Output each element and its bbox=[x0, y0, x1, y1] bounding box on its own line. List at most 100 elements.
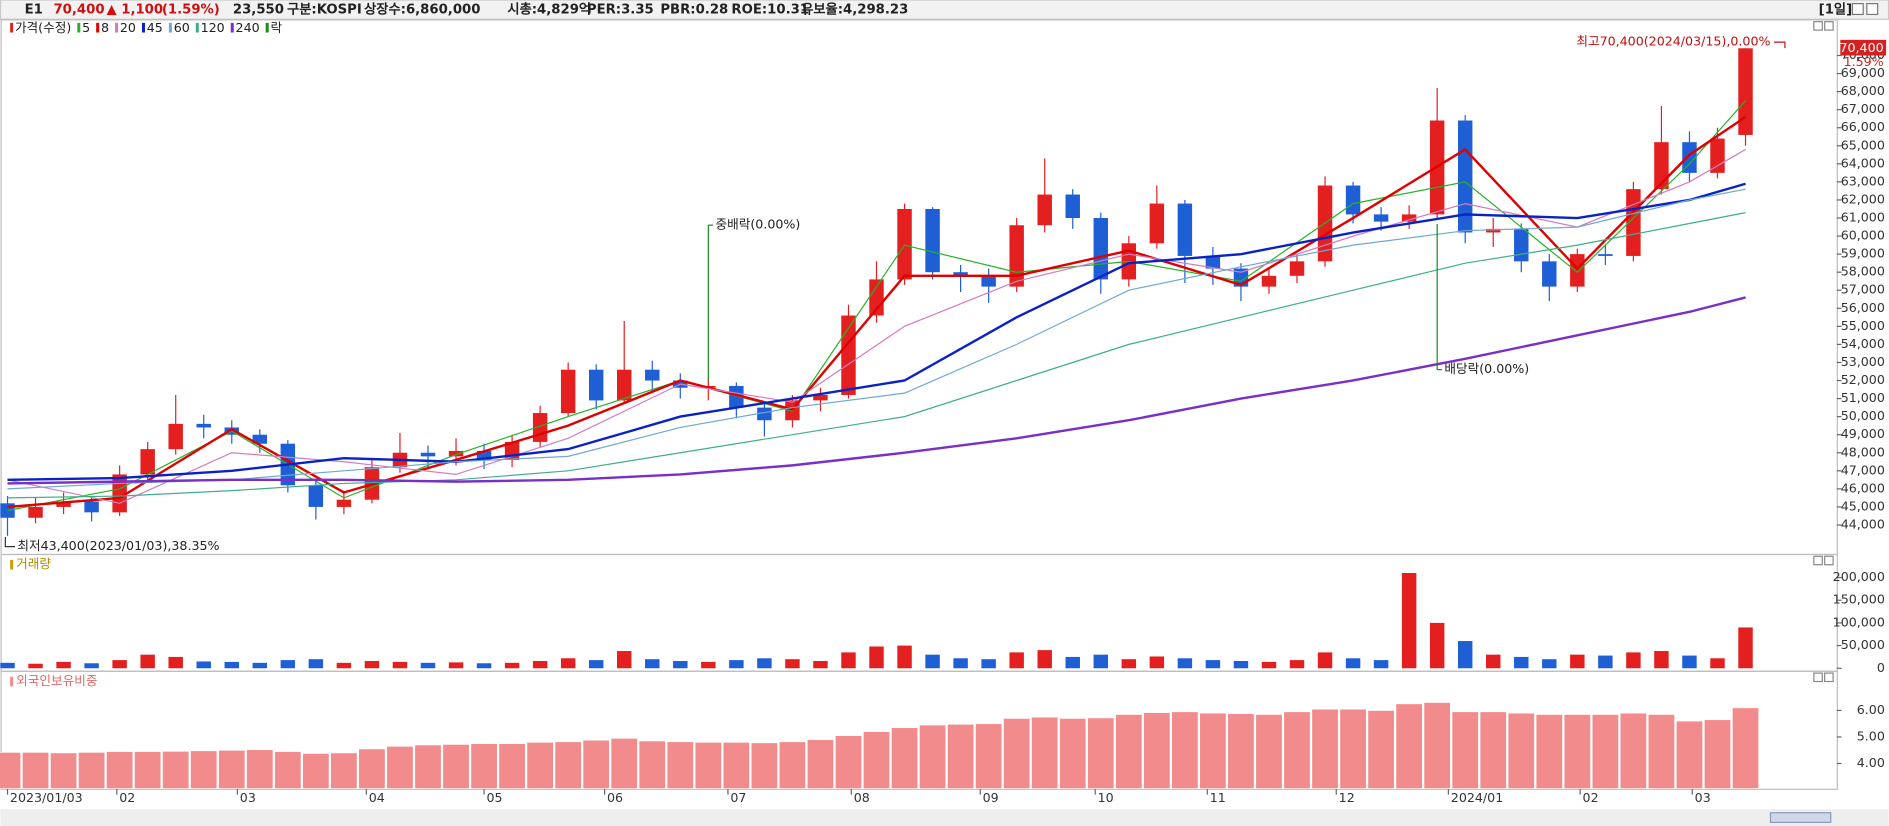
price-tag-change: 1.59% bbox=[1844, 54, 1884, 69]
event-label: 배당락(0.00%) bbox=[1444, 361, 1529, 376]
candle-body bbox=[140, 449, 155, 475]
foreign-bar bbox=[1171, 711, 1199, 790]
y-tick-label: 57,000 bbox=[1841, 282, 1885, 297]
foreign-bar bbox=[666, 741, 694, 790]
candle-body bbox=[168, 423, 183, 450]
y-tick-label: 48,000 bbox=[1841, 444, 1885, 459]
foreign-bar bbox=[470, 743, 498, 790]
y-tick-label: 51,000 bbox=[1841, 390, 1885, 405]
foreign-bar bbox=[1339, 708, 1367, 790]
volume-bar bbox=[1598, 655, 1613, 669]
y-tick-label: 61,000 bbox=[1841, 210, 1885, 225]
y-tick-label: 200,000 bbox=[1833, 569, 1885, 584]
foreign-bar bbox=[442, 744, 470, 790]
volume-bar bbox=[420, 662, 436, 669]
legend-swatch bbox=[168, 22, 172, 33]
legend-label: 락 bbox=[271, 20, 283, 35]
candle-body bbox=[1009, 225, 1024, 287]
volume-bar bbox=[1710, 658, 1725, 669]
x-tick-label: 07 bbox=[730, 790, 746, 805]
volume-bar bbox=[1177, 658, 1193, 669]
candle-body bbox=[729, 385, 744, 408]
moving-average-line bbox=[7, 148, 1746, 504]
volume-bar bbox=[1373, 660, 1389, 669]
low-arrow bbox=[4, 537, 15, 548]
volume-bar bbox=[1429, 622, 1445, 669]
candle-body bbox=[981, 275, 996, 287]
x-tick-label: 02 bbox=[119, 790, 135, 805]
minimize-button[interactable] bbox=[1851, 3, 1864, 16]
y-tick-label: 0 bbox=[1877, 660, 1885, 675]
volume-bar bbox=[897, 645, 912, 669]
volume-bar bbox=[1093, 654, 1109, 669]
pbr: PBR:0.28 bbox=[660, 3, 728, 18]
volume-bar bbox=[28, 663, 43, 669]
volume-bar bbox=[869, 646, 884, 669]
legend-swatch bbox=[230, 22, 234, 33]
candle-body bbox=[1345, 185, 1361, 215]
foreign-bar bbox=[862, 731, 891, 790]
foreign-bar bbox=[1563, 714, 1591, 790]
foreign-bar bbox=[1059, 718, 1087, 790]
foreign-bar bbox=[1479, 711, 1507, 790]
y-tick-label: 55,000 bbox=[1841, 318, 1885, 333]
high-arrow bbox=[1774, 41, 1786, 49]
volume-bar bbox=[1626, 652, 1641, 669]
candle-body bbox=[1486, 228, 1501, 233]
volume-bar bbox=[224, 661, 239, 669]
scroll-thumb[interactable] bbox=[1769, 812, 1832, 823]
candle-body bbox=[1401, 214, 1417, 222]
candle-body bbox=[84, 501, 99, 513]
per: PER:3.35 bbox=[587, 3, 654, 18]
candle-body bbox=[448, 450, 464, 457]
foreign-bar bbox=[1199, 712, 1227, 790]
foreign-bar bbox=[554, 741, 582, 790]
volume-bar bbox=[1401, 573, 1417, 669]
y-tick-label: 59,000 bbox=[1841, 246, 1885, 261]
panel-buttons[interactable] bbox=[1813, 21, 1834, 683]
stock-code: E1 bbox=[25, 3, 43, 18]
candle-body bbox=[1261, 275, 1277, 287]
foreign-bar bbox=[1255, 714, 1283, 790]
moving-average-line bbox=[7, 182, 1746, 482]
foreign-bar bbox=[1703, 719, 1732, 790]
volume-bar bbox=[560, 658, 576, 669]
legend-label: 240 bbox=[236, 20, 260, 35]
y-tick-label: 67,000 bbox=[1841, 101, 1885, 116]
legend-swatch bbox=[77, 22, 81, 33]
candle-body bbox=[1738, 48, 1753, 135]
y-tick-label: 60,000 bbox=[1841, 228, 1885, 243]
volume-bar bbox=[308, 659, 324, 669]
foreign-bar bbox=[1367, 710, 1395, 790]
foreign-bar bbox=[386, 745, 414, 790]
y-tick-label: 68,000 bbox=[1841, 83, 1885, 98]
y-tick-label: 53,000 bbox=[1841, 354, 1885, 369]
event-label: 중배락(0.00%) bbox=[716, 217, 801, 232]
foreign-bar bbox=[1619, 712, 1648, 790]
panel-title: 거래량 bbox=[16, 556, 51, 571]
y-tick-label: 47,000 bbox=[1841, 462, 1885, 477]
y-tick-label: 6.00 bbox=[1857, 702, 1885, 717]
legend-label: 8 bbox=[101, 20, 109, 35]
scrollbar[interactable] bbox=[0, 809, 1889, 826]
volume-bar bbox=[981, 659, 996, 669]
volume-bar bbox=[1205, 660, 1221, 669]
foreign-bar bbox=[1647, 714, 1676, 790]
candle-body bbox=[196, 423, 211, 428]
y-tick-label: 65,000 bbox=[1841, 137, 1885, 152]
legend-label: 5 bbox=[82, 20, 90, 35]
period[interactable]: [1일] bbox=[1819, 2, 1852, 18]
candle-body bbox=[757, 407, 772, 421]
y-tick-label: 46,000 bbox=[1841, 480, 1885, 495]
candle-body bbox=[588, 369, 604, 401]
volume-bar bbox=[140, 654, 155, 669]
foreign-bar bbox=[358, 748, 386, 790]
close-button[interactable] bbox=[1866, 3, 1879, 16]
volume-bar bbox=[673, 661, 688, 669]
volume-bar bbox=[336, 662, 352, 669]
market: 구분:KOSPI bbox=[287, 2, 362, 18]
x-tick-label: 11 bbox=[1210, 790, 1226, 805]
panel-title-swatch bbox=[10, 559, 14, 570]
y-tick-label: 66,000 bbox=[1841, 119, 1885, 134]
